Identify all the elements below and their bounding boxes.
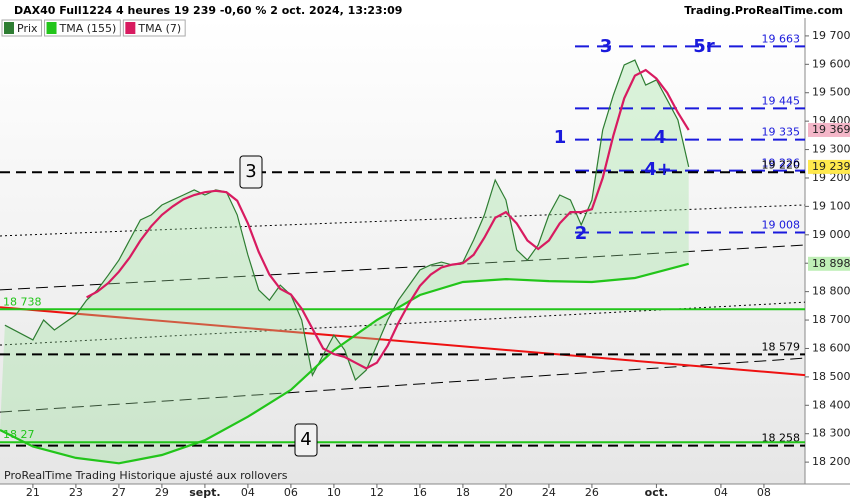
x-tick-label: 26 <box>585 486 599 499</box>
legend-box <box>125 22 136 34</box>
y-tick-label: 18 400 <box>812 398 850 411</box>
trendline <box>0 204 806 237</box>
legend-frame <box>1 19 43 37</box>
level-label: 19 226 <box>762 157 801 170</box>
y-tick-label: 18 700 <box>812 313 850 326</box>
level-label: 18 27 <box>3 428 35 441</box>
annotation: 2 <box>575 223 588 244</box>
x-tick-label: oct. <box>645 486 669 499</box>
trendline <box>0 244 806 291</box>
annotation: 4+ <box>644 159 672 180</box>
price-tag <box>808 122 850 137</box>
y-tick-label: 18 300 <box>812 427 850 440</box>
x-tick-label: 24 <box>542 486 556 499</box>
level-label: 19 663 <box>762 32 801 45</box>
boxed-annotation: 3 <box>245 161 256 182</box>
y-tick-label: 18 600 <box>812 341 850 354</box>
x-tick-label: 23 <box>69 486 83 499</box>
level-label: 18 579 <box>762 340 801 353</box>
y-tick-label: 18 200 <box>812 455 850 468</box>
boxed-annotation: 4 <box>300 429 311 450</box>
price-tag-label: 19 369 <box>812 123 850 136</box>
y-tick-label: 19 600 <box>812 57 850 70</box>
level-label: 18 738 <box>3 295 42 308</box>
price-tag-label: 18 898 <box>812 257 850 270</box>
annotation: 1 <box>554 127 567 148</box>
legend-item: TMA (155) <box>44 19 121 37</box>
legend-frame <box>44 19 121 37</box>
price-tag <box>808 256 850 271</box>
legend-item: Prix <box>1 19 43 37</box>
y-tick-label: 19 200 <box>812 171 850 184</box>
x-tick-label: 21 <box>26 486 40 499</box>
legend-box <box>4 22 14 34</box>
x-tick-label: sept. <box>189 486 220 499</box>
x-tick-label: 29 <box>155 486 169 499</box>
y-tick-label: 18 800 <box>812 285 850 298</box>
x-tick-label: 16 <box>413 486 427 499</box>
legend-label: Prix <box>17 22 38 35</box>
y-tick-label: 19 700 <box>812 29 850 42</box>
chart-title: DAX40 Full1224 4 heures 19 239 -0,60 % 2… <box>14 4 402 17</box>
legend-frame <box>122 19 186 37</box>
level-label: 19 335 <box>762 126 801 139</box>
annotation: 4 <box>654 127 667 148</box>
price-tag-label: 19 239 <box>812 160 850 173</box>
series-line <box>86 68 690 370</box>
level-label: 19 445 <box>762 94 801 107</box>
legend-box <box>46 22 57 34</box>
trendline <box>0 306 806 377</box>
x-tick-label: 18 <box>456 486 470 499</box>
trendline <box>0 357 806 413</box>
series-line <box>4 59 690 382</box>
footer: ProRealTime Trading Historique ajusté au… <box>4 469 288 482</box>
annotation-box <box>294 423 318 457</box>
series-line <box>0 262 689 465</box>
x-tick-label: 08 <box>757 486 771 499</box>
legend-item: TMA (7) <box>122 19 186 37</box>
legend-label: TMA (155) <box>59 22 117 35</box>
annotation: 3 <box>600 36 613 57</box>
x-tick-label: 12 <box>370 486 384 499</box>
y-tick-label: 19 300 <box>812 143 850 156</box>
y-tick-label: 19 100 <box>812 199 850 212</box>
y-tick-label: 19 500 <box>812 86 850 99</box>
level-label: 19 220 <box>762 158 801 171</box>
legend-label: TMA (7) <box>137 22 181 35</box>
price-area <box>0 60 689 464</box>
annotation: 5r <box>693 36 715 57</box>
level-label: 19 008 <box>762 219 801 232</box>
x-tick-label: 06 <box>284 486 298 499</box>
annotation-box <box>239 155 263 189</box>
y-tick-label: 19 000 <box>812 228 850 241</box>
x-tick-label: 04 <box>241 486 255 499</box>
source: Trading.ProRealTime.com <box>684 4 843 17</box>
x-tick-label: 10 <box>327 486 341 499</box>
price-tag <box>808 159 850 174</box>
x-tick-label: 27 <box>112 486 126 499</box>
y-tick-label: 18 500 <box>812 370 850 383</box>
x-tick-label: 20 <box>499 486 513 499</box>
x-tick-label: 04 <box>714 486 728 499</box>
